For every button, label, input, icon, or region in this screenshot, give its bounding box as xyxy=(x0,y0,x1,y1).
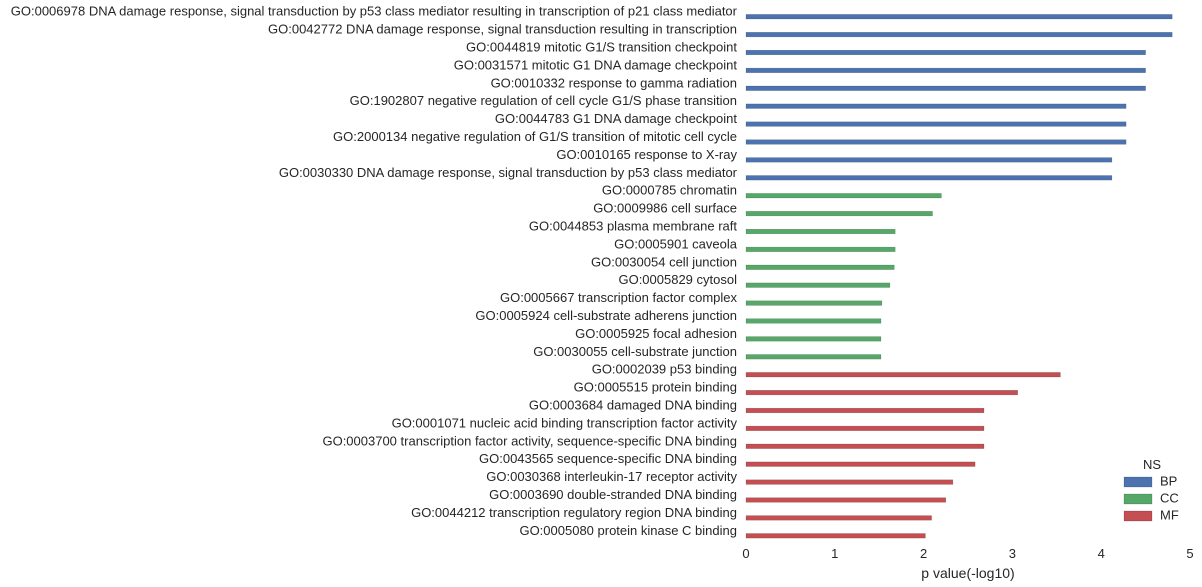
bar-cc xyxy=(745,246,896,252)
x-tick-label: 4 xyxy=(1098,546,1105,561)
legend-swatch-mf xyxy=(1123,510,1153,522)
bar-mf xyxy=(745,497,947,503)
bar-bp xyxy=(745,139,1127,145)
bar-bp xyxy=(745,67,1146,73)
x-axis-ticks: 0 1 2 3 4 5 xyxy=(742,546,1193,561)
bar-mf xyxy=(745,425,985,431)
category-label: GO:0042772 DNA damage response, signal t… xyxy=(268,22,737,37)
category-label: GO:0001071 nucleic acid binding transcri… xyxy=(392,415,738,430)
category-label: GO:0005924 cell-substrate adherens junct… xyxy=(475,308,737,323)
category-label: GO:0043565 sequence-specific DNA binding xyxy=(479,451,737,466)
category-label: GO:0005515 protein binding xyxy=(574,380,737,395)
x-tick-label: 2 xyxy=(920,546,927,561)
bar-cc xyxy=(745,193,942,199)
category-label: GO:0010165 response to X-ray xyxy=(556,147,737,162)
bar-cc xyxy=(745,211,933,217)
category-label: GO:0044783 G1 DNA damage checkpoint xyxy=(495,111,737,126)
bar-cc xyxy=(745,354,882,360)
bar-group xyxy=(745,14,1173,539)
bar-mf xyxy=(745,461,976,467)
category-label: GO:0009986 cell surface xyxy=(593,201,737,216)
category-label: GO:0005667 transcription factor complex xyxy=(500,290,738,305)
category-label: GO:1902807 negative regulation of cell c… xyxy=(350,93,737,108)
bar-mf xyxy=(745,515,932,521)
x-tick-label: 5 xyxy=(1186,546,1193,561)
category-label: GO:0005080 protein kinase C binding xyxy=(519,523,737,538)
bar-bp xyxy=(745,14,1173,20)
category-label: GO:0003700 transcription factor activity… xyxy=(322,433,737,448)
category-label: GO:0044212 transcription regulatory regi… xyxy=(411,505,737,520)
category-label: GO:0005925 focal adhesion xyxy=(575,326,737,341)
bar-mf xyxy=(745,390,1018,396)
category-label: GO:0030368 interleukin-17 receptor activ… xyxy=(486,469,737,484)
bar-mf xyxy=(745,407,985,414)
bar-cc xyxy=(745,336,882,342)
bar-cc xyxy=(745,318,882,324)
bar-bp xyxy=(745,49,1146,56)
x-axis-label: p value(-log10) xyxy=(921,565,1014,581)
category-label: GO:0006978 DNA damage response, signal t… xyxy=(11,4,738,19)
bar-mf xyxy=(745,443,985,449)
bar-cc xyxy=(745,264,895,270)
legend-title: NS xyxy=(1143,457,1161,472)
bar-bp xyxy=(745,85,1146,91)
legend-label-cc: CC xyxy=(1160,490,1179,505)
legend-label-bp: BP xyxy=(1160,473,1177,488)
category-label: GO:0044853 plasma membrane raft xyxy=(529,219,737,234)
bar-mf xyxy=(745,372,1061,378)
bar-mf xyxy=(745,533,926,539)
bar-cc xyxy=(745,282,891,288)
category-label: GO:0010332 response to gamma radiation xyxy=(491,75,737,90)
category-label: GO:0003690 double-stranded DNA binding xyxy=(489,487,737,502)
bar-bp xyxy=(745,32,1173,38)
category-label: GO:0005829 cytosol xyxy=(618,272,737,287)
legend-swatch-bp xyxy=(1123,476,1153,488)
legend: NS BP CC MF xyxy=(1123,457,1179,522)
bar-mf xyxy=(745,479,954,485)
category-label: GO:0030054 cell junction xyxy=(591,254,737,269)
x-tick-label: 0 xyxy=(742,546,749,561)
bar-cc xyxy=(745,300,883,306)
category-label: GO:2000134 negative regulation of G1/S t… xyxy=(333,129,737,144)
category-label: GO:0000785 chromatin xyxy=(602,183,737,198)
category-label: GO:0030330 DNA damage response, signal t… xyxy=(279,165,738,180)
legend-label-mf: MF xyxy=(1160,507,1179,522)
bar-bp xyxy=(745,175,1113,181)
category-label: GO:0031571 mitotic G1 DNA damage checkpo… xyxy=(454,57,738,72)
category-label: GO:0005901 caveola xyxy=(614,236,738,251)
x-tick-label: 3 xyxy=(1009,546,1016,561)
category-label-group: GO:0006978 DNA damage response, signal t… xyxy=(11,4,738,538)
legend-swatch-cc xyxy=(1123,493,1153,505)
category-label: GO:0003684 damaged DNA binding xyxy=(529,398,737,413)
bar-cc xyxy=(745,228,896,235)
bar-bp xyxy=(745,103,1127,109)
x-tick-label: 1 xyxy=(831,546,838,561)
category-label: GO:0030055 cell-substrate junction xyxy=(533,344,737,359)
category-label: GO:0002039 p53 binding xyxy=(592,362,737,377)
category-label: GO:0044819 mitotic G1/S transition check… xyxy=(466,40,737,55)
bar-bp xyxy=(745,121,1127,127)
bar-bp xyxy=(745,157,1113,163)
